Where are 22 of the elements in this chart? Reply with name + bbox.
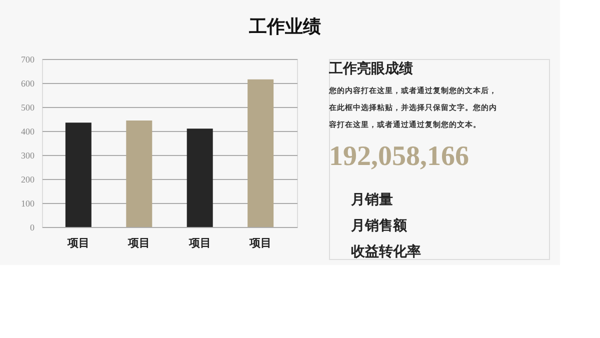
y-tick-label: 400 (21, 126, 35, 136)
y-tick-label: 300 (21, 150, 35, 160)
bar (65, 122, 92, 227)
y-tick-label: 200 (21, 174, 35, 184)
y-tick-label: 100 (21, 198, 35, 208)
text: 月销量 (350, 192, 393, 208)
text: 工作亮眼成绩 (328, 60, 413, 77)
y-tick-label: 0 (30, 222, 35, 232)
text: 月销售额 (350, 217, 408, 234)
text: 192,058,166 (329, 141, 469, 172)
bar (186, 128, 213, 227)
y-tick-label: 500 (21, 102, 35, 112)
y-tick-label: 600 (21, 78, 35, 88)
bar (126, 120, 152, 227)
y-tick-label: 700 (21, 54, 35, 64)
x-tick-label: 项目 (248, 238, 272, 250)
bar (248, 79, 274, 227)
chart-title: 工作业绩 (248, 16, 321, 36)
x-tick-label: 项目 (127, 238, 150, 250)
x-tick-label: 项目 (66, 238, 90, 250)
x-tick-label: 项目 (188, 238, 211, 250)
text: 收益转化率 (351, 243, 421, 260)
